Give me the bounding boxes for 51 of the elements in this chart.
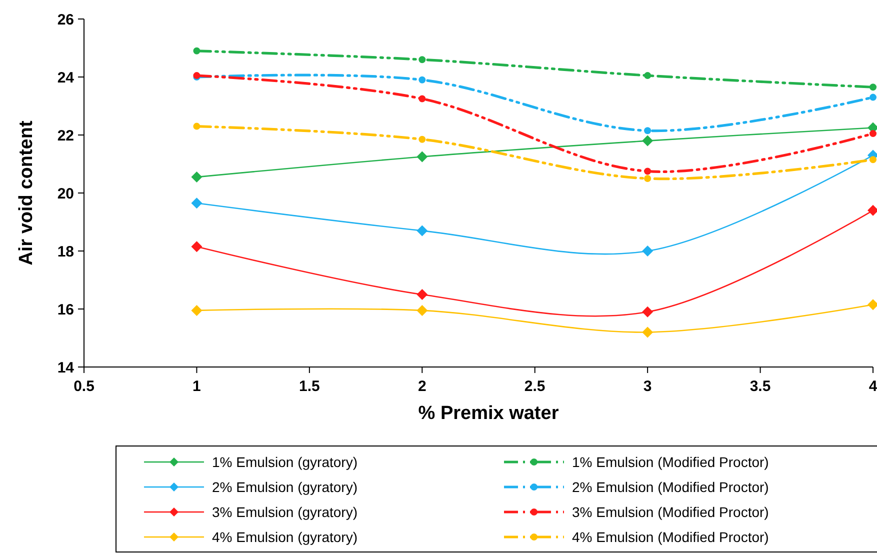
y-tick-label: 14 [57, 359, 75, 376]
point [644, 168, 652, 175]
y-tick-label: 16 [57, 301, 74, 318]
point [870, 84, 876, 91]
point [418, 56, 426, 64]
point [191, 198, 202, 209]
y-tick-label: 22 [57, 127, 74, 144]
point [418, 136, 426, 143]
point [193, 47, 200, 54]
point [644, 127, 652, 134]
point [642, 135, 654, 146]
point [642, 246, 654, 256]
point [418, 95, 426, 102]
x-tick-label: 1 [192, 378, 201, 395]
x-tick-label: 2 [418, 378, 426, 395]
point [191, 241, 202, 252]
point [191, 304, 202, 316]
y-tick-label: 26 [57, 11, 74, 28]
y-tick-label: 24 [57, 69, 75, 86]
legend-label: 4% Emulsion (gyratory) [212, 528, 358, 545]
point [644, 175, 652, 182]
y-tick-label: 20 [57, 185, 74, 202]
legend-label: 1% Emulsion (Modified Proctor) [572, 454, 769, 470]
point [870, 130, 876, 138]
x-tick-label: 0.5 [74, 378, 94, 395]
legend-label: 3% Emulsion (gyratory) [212, 504, 358, 520]
point [644, 72, 652, 80]
y-tick-label: 18 [57, 243, 74, 260]
x-tick-label: 4 [868, 378, 877, 395]
x-tick-label: 3 [643, 378, 652, 395]
point [418, 76, 426, 84]
x-axis-title: % Premix water [418, 403, 560, 424]
point [191, 172, 202, 183]
legend-label: 4% Emulsion (Modified Proctor) [572, 528, 769, 545]
legend-label: 2% Emulsion (gyratory) [212, 478, 358, 495]
x-tick-label: 1.5 [299, 378, 320, 395]
point [870, 156, 876, 164]
x-tick-label: 3.5 [750, 378, 771, 395]
y-axis-title: Air void content [16, 120, 37, 266]
point [416, 304, 428, 316]
x-tick-label: 2.5 [524, 378, 546, 395]
point [642, 306, 654, 318]
legend-label: 3% Emulsion (Modified Proctor) [572, 504, 769, 520]
point [416, 289, 428, 300]
point [416, 151, 428, 162]
point [416, 225, 428, 236]
legend-label: 1% Emulsion (gyratory) [212, 454, 358, 470]
legend-label: 2% Emulsion (Modified Proctor) [572, 478, 769, 495]
point [642, 326, 654, 338]
point [870, 94, 876, 101]
point [193, 122, 200, 130]
